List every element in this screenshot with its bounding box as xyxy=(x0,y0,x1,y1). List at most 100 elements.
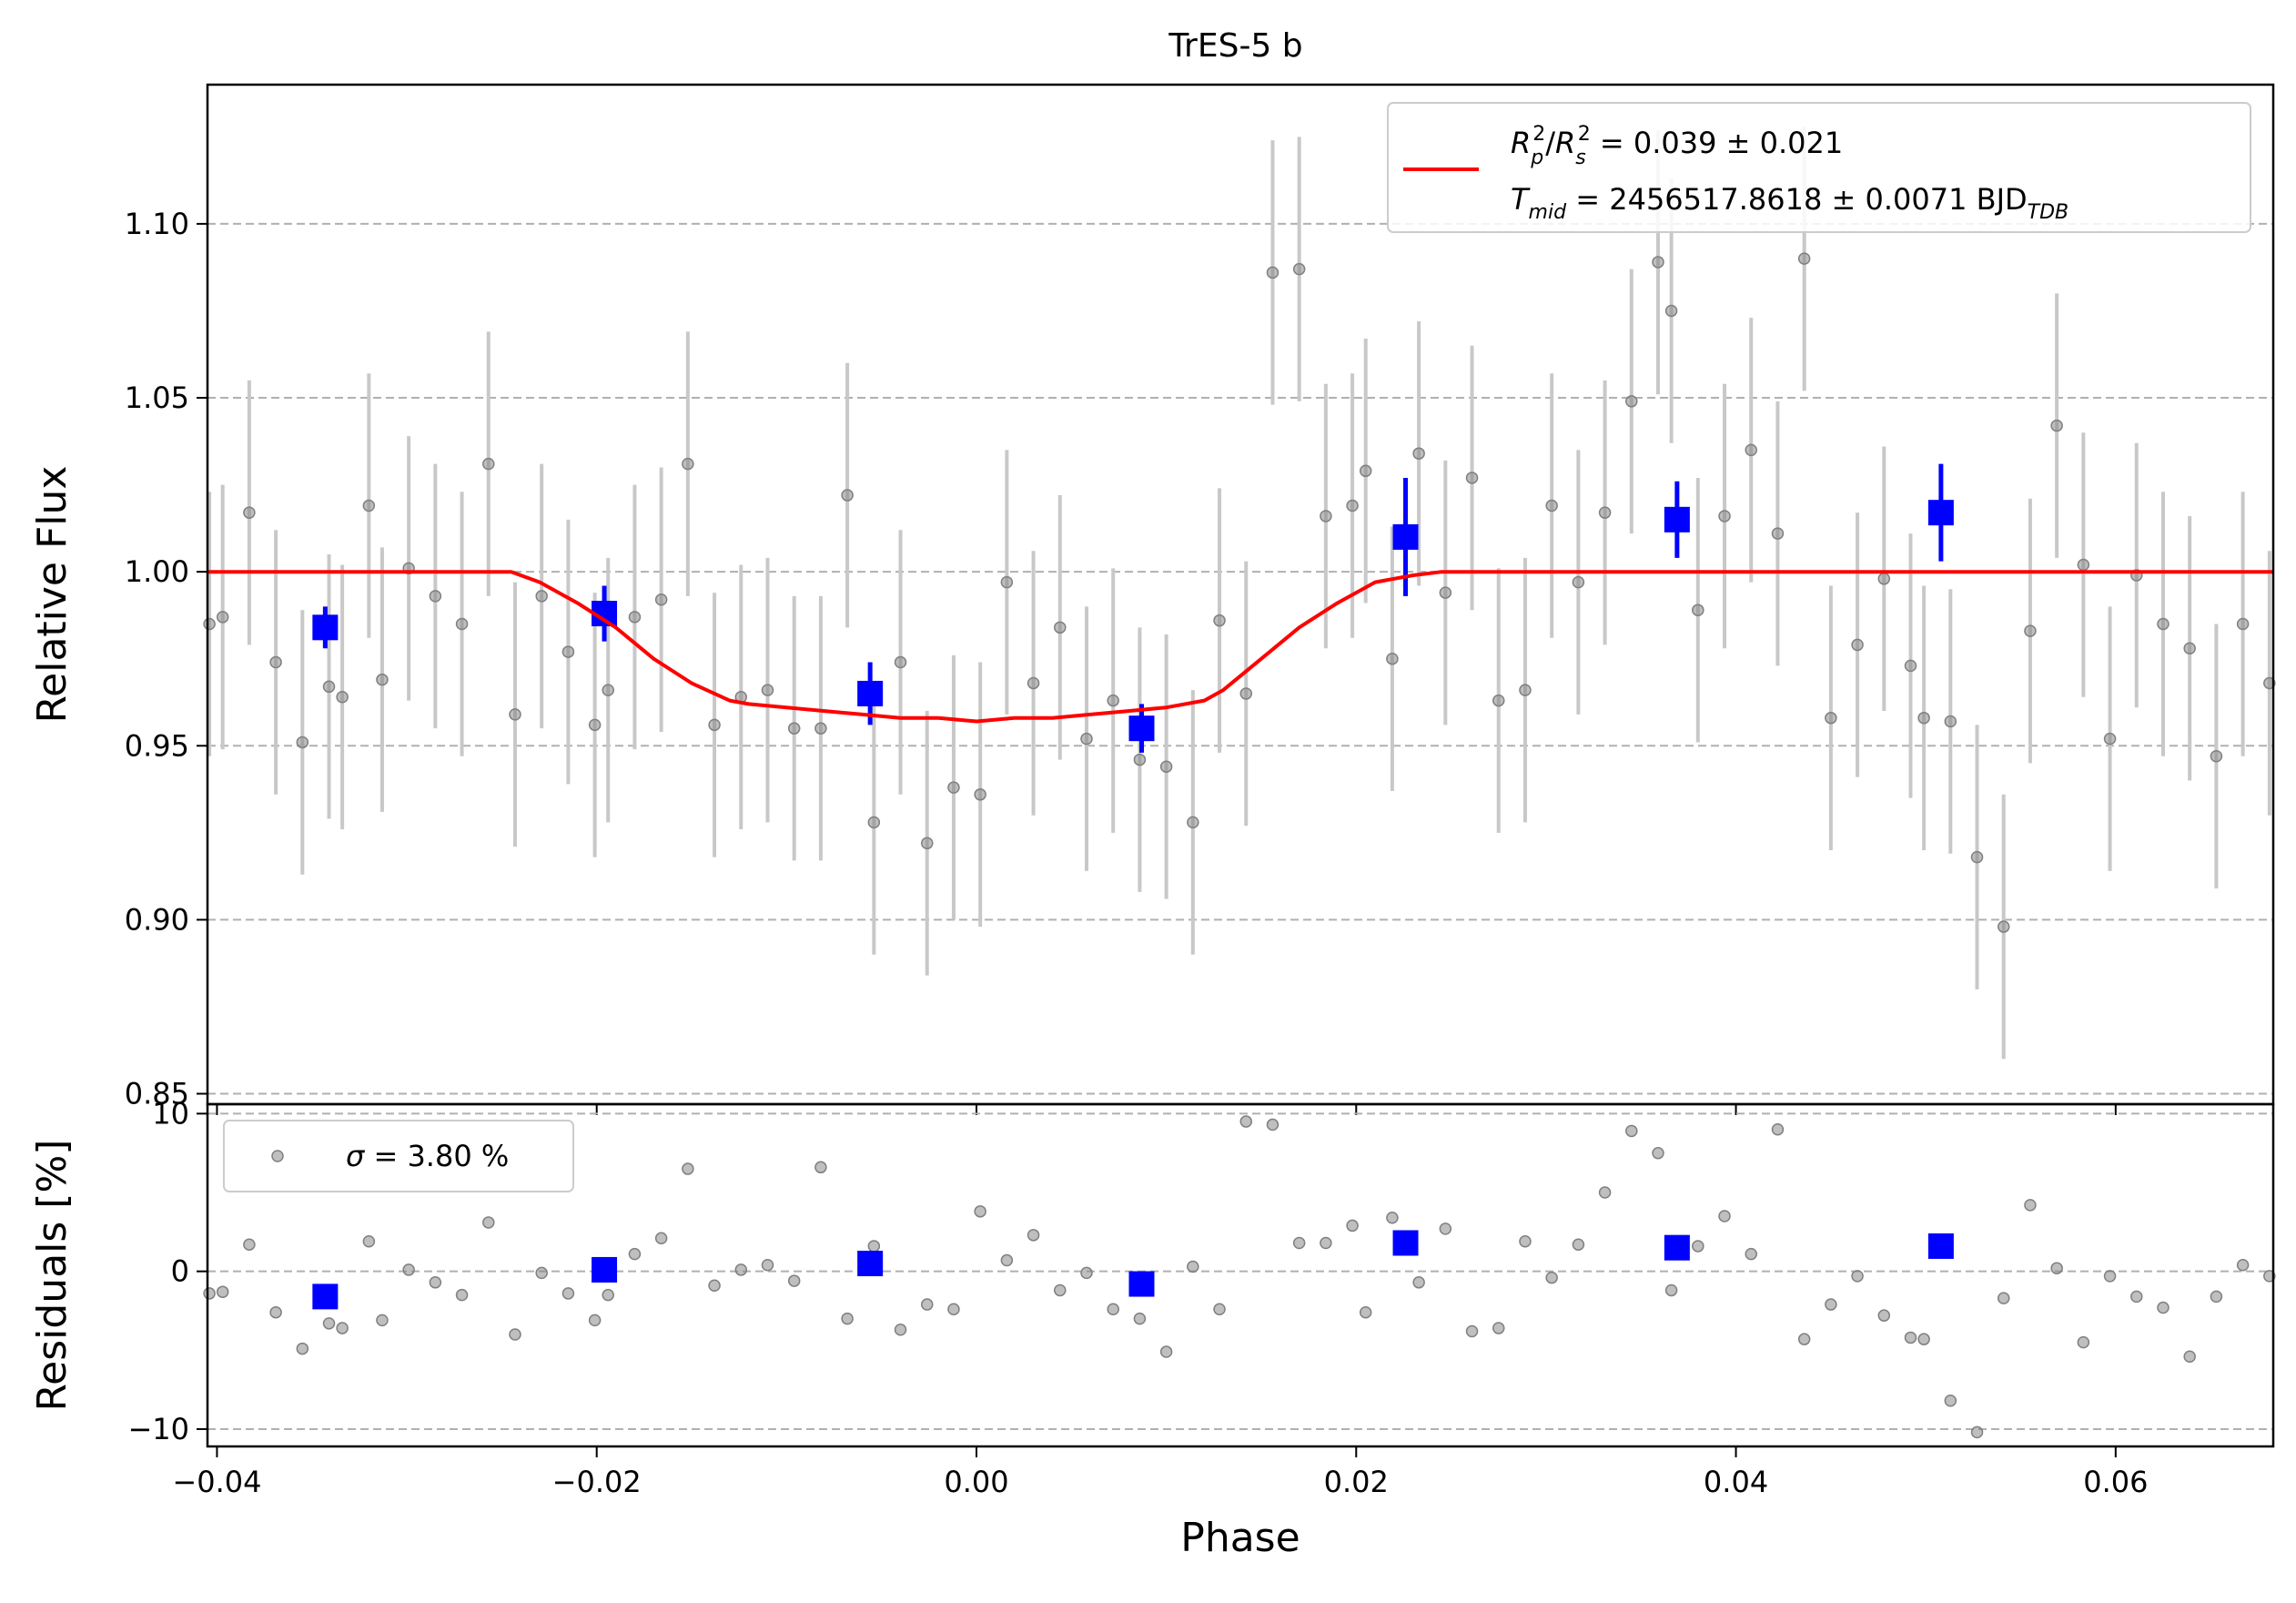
data-point xyxy=(509,1328,521,1341)
data-point xyxy=(628,1247,642,1261)
y-tick-label: 1.10 xyxy=(125,207,189,241)
legend-slash: / xyxy=(1545,126,1555,160)
y-tick-label: 0.95 xyxy=(125,728,189,763)
data-point xyxy=(1745,443,1757,457)
binned-point xyxy=(1392,523,1419,550)
data-point xyxy=(1598,1186,1612,1199)
model-curve xyxy=(207,570,2273,724)
data-point xyxy=(1359,464,1372,478)
data-point xyxy=(1572,1238,1585,1251)
data-point xyxy=(1054,1283,1067,1297)
data-point xyxy=(322,1317,336,1330)
data-point xyxy=(1439,586,1452,599)
legend-tdb-sub: TDB xyxy=(2028,201,2068,224)
data-point xyxy=(216,1285,229,1298)
data-point xyxy=(974,788,986,801)
data-point xyxy=(1239,1115,1253,1128)
data-point xyxy=(2183,642,2196,654)
data-point xyxy=(296,1342,309,1355)
data-point xyxy=(1159,1345,1173,1358)
y-tick-label: −10 xyxy=(127,1412,189,1446)
data-point xyxy=(1944,715,1957,728)
data-point xyxy=(216,611,229,624)
legend-rp-symbol: R xyxy=(1511,126,1531,160)
data-point xyxy=(1412,1276,1425,1289)
flux-grid xyxy=(207,222,2273,1095)
data-point xyxy=(1159,760,1173,773)
data-point xyxy=(1346,499,1359,512)
data-point xyxy=(1080,1266,1093,1280)
data-point xyxy=(2130,1290,2143,1304)
data-point xyxy=(1213,614,1226,627)
data-point xyxy=(1944,1395,1957,1407)
residual-points xyxy=(203,1115,2276,1439)
data-point xyxy=(1266,1118,1279,1131)
data-point xyxy=(2210,1290,2223,1304)
data-point xyxy=(1320,1236,1332,1250)
data-point xyxy=(1692,1240,1704,1253)
data-point xyxy=(482,457,495,471)
legend-rp-sub: p xyxy=(1530,147,1543,169)
data-point xyxy=(787,722,801,735)
x-tick-label: −0.04 xyxy=(172,1465,261,1499)
residuals-axes-frame xyxy=(206,1102,2275,1448)
data-point xyxy=(1851,638,1864,652)
data-point xyxy=(761,684,774,696)
data-point xyxy=(947,1303,960,1316)
data-point xyxy=(2077,558,2090,572)
data-point xyxy=(2103,1270,2117,1283)
legend-rp-sup: 2 xyxy=(1532,123,1545,146)
data-point xyxy=(682,457,694,471)
data-point xyxy=(376,673,389,686)
data-point xyxy=(1877,1309,1891,1322)
binned-point xyxy=(1392,1230,1419,1256)
x-tick-label: 0.02 xyxy=(1324,1465,1389,1499)
data-point xyxy=(535,1266,548,1280)
data-point xyxy=(1625,395,1638,408)
data-point xyxy=(1187,1260,1199,1273)
data-point xyxy=(2236,617,2250,631)
data-point xyxy=(1745,1247,1757,1261)
data-point xyxy=(1718,510,1731,522)
binned-point xyxy=(1927,500,1954,526)
data-point xyxy=(1664,304,1678,318)
data-point xyxy=(1386,652,1399,665)
data-point xyxy=(787,1274,801,1287)
data-point xyxy=(1970,1425,1984,1439)
data-point xyxy=(894,655,907,669)
data-point xyxy=(1239,687,1253,700)
data-point xyxy=(1652,256,1664,269)
legend-sigma-value: = 3.80 % xyxy=(364,1139,509,1173)
data-point xyxy=(1320,510,1332,522)
data-point xyxy=(588,1314,602,1327)
transit-model xyxy=(207,570,2273,724)
residuals-ticks: −10 0 10 −0.04 −0.02 0.00 0.02 0.04 0.06 xyxy=(127,1096,2148,1499)
x-tick-label: 0.04 xyxy=(1704,1465,1768,1499)
data-point xyxy=(654,593,668,606)
data-point xyxy=(482,1216,495,1229)
data-point xyxy=(814,1161,827,1174)
data-point xyxy=(867,816,881,829)
data-point xyxy=(1107,694,1119,707)
legend-t-sub: mid xyxy=(1529,201,1568,224)
data-point xyxy=(269,1305,282,1319)
legend-rs-sub: s xyxy=(1575,147,1585,169)
data-point xyxy=(509,708,521,721)
data-point xyxy=(1825,1298,1837,1311)
legend-depth-value: = 0.039 ± 0.021 xyxy=(1591,126,1844,160)
flux-legend: Rp2/Rs2 = 0.039 ± 0.021 Tmid = 2456517.8… xyxy=(1387,102,2251,233)
data-point xyxy=(1877,573,1891,585)
data-point xyxy=(1917,711,1930,725)
data-point xyxy=(2103,732,2117,746)
data-point xyxy=(336,691,349,704)
data-point xyxy=(1187,816,1199,829)
data-point xyxy=(1027,676,1040,690)
residuals-legend-box xyxy=(223,1120,574,1192)
x-tick-label: 0.00 xyxy=(944,1465,1008,1499)
data-point xyxy=(1718,1210,1731,1223)
data-point xyxy=(1519,684,1532,696)
data-point xyxy=(841,1312,854,1325)
data-point xyxy=(296,736,309,749)
residuals-grid xyxy=(207,1112,2273,1430)
data-point xyxy=(1346,1219,1359,1233)
